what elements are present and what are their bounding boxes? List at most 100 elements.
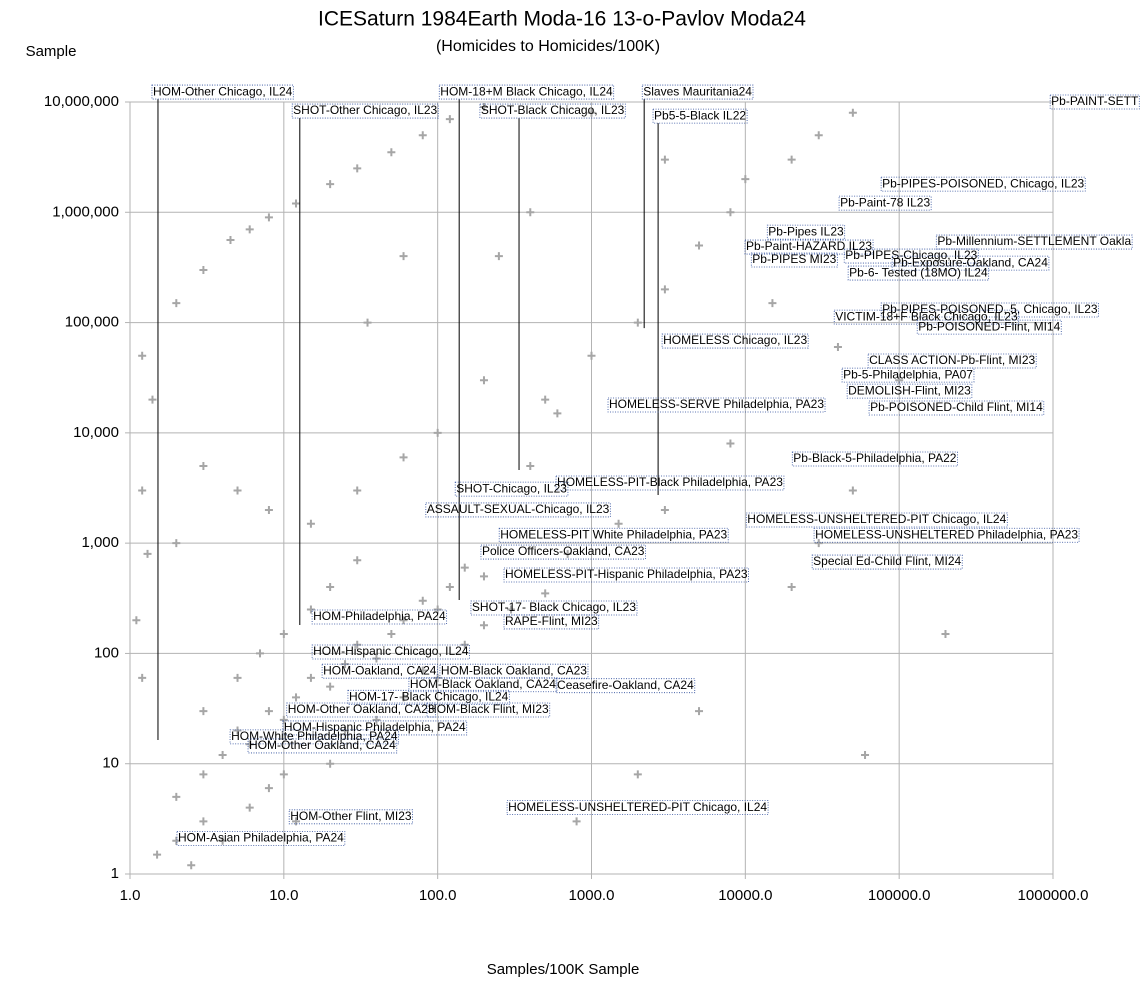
- point: [199, 707, 208, 716]
- annotation-box: [868, 400, 1045, 416]
- point: [895, 376, 904, 385]
- point: [587, 108, 596, 117]
- annotation-label: Pb-Exposure-Oakland, CA24: [893, 255, 1048, 269]
- point: [387, 630, 396, 639]
- point: [132, 616, 141, 625]
- point: [941, 630, 950, 639]
- point: [553, 409, 562, 418]
- annotation-label: HOMELESS-PIT White Philadelphia, PA23: [500, 527, 727, 541]
- annotation-label: HOM-Other Flint, MI23: [290, 809, 412, 823]
- annotation-label: HOMELESS-UNSHELTERED-PIT Chicago, IL24: [508, 800, 767, 814]
- annotation-label: Slaves Mauritania24: [643, 84, 752, 98]
- annotation-label: SHOT-Chicago, IL23: [456, 481, 567, 495]
- annotation-label: HOMELESS-UNSHELTERED-PIT Chicago, IL24: [747, 512, 1006, 526]
- annotation-label: HOMELESS-PIT-Black Philadelphia, PA23: [557, 475, 783, 489]
- annotation-box: [935, 234, 1133, 250]
- annotation-box: [745, 512, 1008, 528]
- point: [479, 621, 488, 630]
- annotation-box: [470, 600, 638, 616]
- annotation-box: [288, 809, 413, 825]
- point: [660, 285, 669, 294]
- point: [264, 213, 273, 222]
- point: [787, 155, 796, 164]
- x-tick-label: 100000.0: [868, 887, 931, 904]
- point: [245, 740, 254, 749]
- point: [326, 682, 335, 691]
- point: [218, 750, 227, 759]
- point: [172, 539, 181, 548]
- point: [695, 241, 704, 250]
- x-tick-label: 10000.0: [718, 887, 772, 904]
- point: [199, 770, 208, 779]
- annotation-label: HOMELESS-UNSHELTERED Philadelphia, PA23: [815, 527, 1078, 541]
- point: [199, 462, 208, 471]
- annotation-label: Pb-Black-5-Philadelphia, PA22: [793, 451, 957, 465]
- annotation-box: [843, 248, 979, 264]
- point: [814, 539, 823, 548]
- annotation-box: [847, 265, 990, 281]
- y-tick-label: 100: [94, 644, 119, 661]
- point: [433, 673, 442, 682]
- annotation-label: Pb-POISONED-Flint, MI14: [918, 319, 1060, 333]
- annotation-box: [503, 614, 600, 630]
- annotation-box: [916, 319, 1062, 335]
- annotation-label: ASSAULT-SEXUAL-Chicago, IL23: [427, 502, 610, 516]
- y-tick-label: 10,000: [73, 424, 119, 441]
- annotation-label: Pb-PIPES-POISONED, 5, Chicago, IL23: [882, 302, 1098, 316]
- point: [633, 318, 642, 327]
- point: [326, 180, 335, 189]
- x-axis-title: Samples/100K Sample: [487, 961, 640, 978]
- point: [814, 131, 823, 140]
- point: [460, 563, 469, 572]
- annotation-box: [311, 609, 448, 625]
- annotation-box: [498, 527, 729, 543]
- x-tick-label: 1.0: [120, 887, 141, 904]
- point: [541, 395, 550, 404]
- point: [660, 505, 669, 514]
- point: [226, 236, 235, 245]
- annotation-label: Pb-5-Philadelphia, PA07: [843, 367, 973, 381]
- annotation-box: [438, 84, 615, 100]
- point: [418, 131, 427, 140]
- annotation-box: [841, 367, 975, 383]
- point: [861, 750, 870, 759]
- point: [264, 784, 273, 793]
- point: [614, 519, 623, 528]
- annotation-label: HOM-Black Oakland, CA23: [441, 663, 587, 677]
- point: [279, 770, 288, 779]
- point: [264, 707, 273, 716]
- point: [256, 649, 265, 658]
- annotation-label: HOM-White Philadelphia, PA24: [231, 729, 398, 743]
- annotation-box: [480, 544, 646, 560]
- series: [132, 103, 950, 870]
- point: [353, 164, 362, 173]
- point: [445, 583, 454, 592]
- annotation-box: [880, 302, 1099, 318]
- annotation-box: [791, 451, 958, 467]
- point: [172, 299, 181, 308]
- x-tick-label: 1000000.0: [1018, 887, 1089, 904]
- annotation-box: [1049, 94, 1140, 110]
- annotation-box: [555, 678, 696, 694]
- point: [353, 556, 362, 565]
- point: [363, 318, 372, 327]
- point: [306, 605, 315, 614]
- point: [399, 252, 408, 261]
- point: [726, 208, 735, 217]
- annotation-label: Pb-Pipes IL23: [768, 224, 844, 238]
- point: [143, 549, 152, 558]
- annotation-label: HOMELESS-PIT-Hispanic Philadelphia, PA23: [505, 567, 748, 581]
- point: [292, 199, 301, 208]
- annotation-label: Pb5-5-Black IL22: [654, 108, 746, 122]
- annotation-box: [176, 831, 346, 846]
- point: [848, 486, 857, 495]
- y-tick-label: 100,000: [65, 314, 119, 331]
- annotation-label: Pb-PIPES-POISONED, Chicago, IL23: [882, 176, 1084, 190]
- point: [399, 616, 408, 625]
- point: [833, 343, 842, 352]
- annotation-box: [439, 663, 589, 679]
- annotation-label: HOM-Hispanic Philadelphia, PA24: [284, 720, 466, 734]
- annotation-box: [607, 397, 826, 413]
